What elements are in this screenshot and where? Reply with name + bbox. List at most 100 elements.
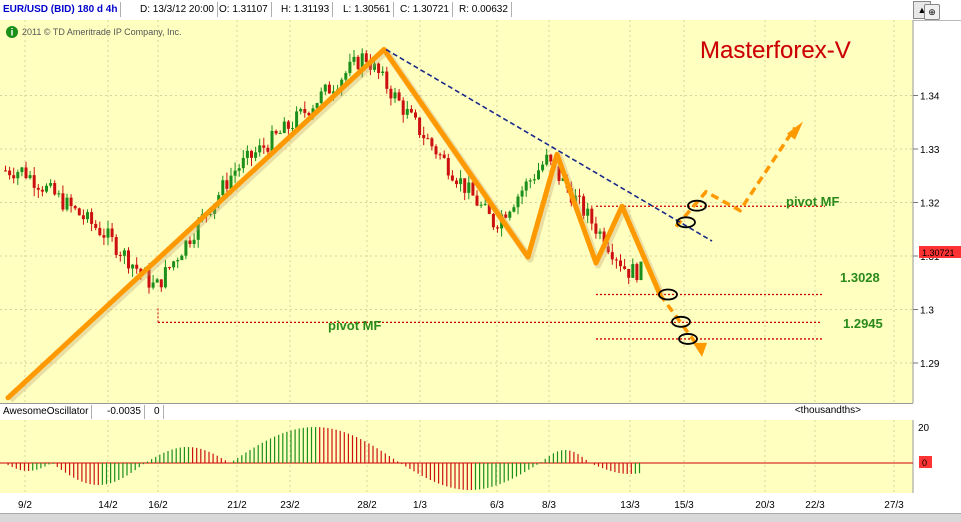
price-chart[interactable]: 1.341.331.321.311.31.29 i 2011 © TD Amer…: [0, 20, 961, 403]
candle-body: [491, 213, 495, 228]
candle-body: [274, 130, 278, 134]
candle-body: [94, 223, 98, 228]
candle-body: [434, 146, 438, 155]
candle-body: [405, 108, 409, 115]
candle-body: [258, 145, 262, 153]
candle-body: [28, 175, 32, 179]
price-badge-text: 1.30721: [922, 248, 955, 258]
candle-body: [45, 185, 48, 192]
candle-body: [147, 269, 151, 288]
candle-body: [233, 170, 237, 176]
projection-down-arrowhead: [693, 342, 707, 357]
candle-body: [237, 168, 241, 171]
candle-body: [360, 53, 364, 70]
candle-body: [578, 195, 581, 197]
candle-body: [586, 208, 590, 216]
candle-body: [262, 145, 266, 148]
candle-body: [270, 130, 274, 152]
candle-body: [389, 88, 393, 99]
y-tick-label: 1.33: [920, 145, 940, 156]
candle-body: [496, 227, 499, 229]
candle-body: [524, 181, 528, 191]
candle-body: [319, 91, 323, 104]
oscillator-extra: 0: [151, 405, 164, 419]
candle-body: [619, 260, 622, 267]
candle-body: [467, 182, 471, 193]
candle-body: [430, 138, 434, 147]
x-tick-label: 23/2: [280, 500, 300, 511]
candle-body: [422, 135, 426, 139]
candle-body: [135, 264, 139, 269]
candle-body: [348, 61, 352, 74]
candle-body: [180, 255, 184, 261]
zigzag-overlay: [5, 46, 803, 403]
candle-body: [442, 154, 446, 158]
candle-body: [327, 84, 331, 94]
candle-body: [209, 213, 212, 215]
candle-body: [73, 206, 77, 209]
candle-body: [635, 264, 639, 281]
candle-body: [610, 252, 614, 260]
candle-body: [557, 166, 561, 181]
x-tick-label: 8/3: [542, 500, 556, 511]
candle-body: [512, 207, 516, 212]
low-readout: L: 1.30561: [340, 2, 395, 17]
candle-body: [53, 183, 57, 195]
horizontal-scrollbar[interactable]: [0, 513, 961, 522]
x-tick-label: 6/3: [490, 500, 504, 511]
candle-body: [393, 92, 397, 99]
trendline-dashed: [385, 48, 713, 242]
candle-body: [49, 183, 53, 186]
candle-body: [4, 170, 7, 172]
pivot-marker-ellipse: [678, 333, 698, 345]
symbol-label[interactable]: EUR/USD (BID) 180 d 4h: [0, 2, 122, 17]
candle-body: [77, 208, 81, 216]
candle-body: [221, 180, 225, 196]
candle-body: [69, 197, 73, 207]
x-tick-label: 1/3: [413, 500, 427, 511]
pivot-marker-ellipse: [671, 315, 691, 328]
candle-body: [504, 214, 508, 218]
candle-body: [356, 56, 360, 70]
candle-body: [520, 190, 524, 197]
zigzag-line: [5, 46, 663, 401]
candle-body: [184, 240, 188, 256]
x-tick-label: 15/3: [674, 500, 694, 511]
chart-header-bar: EUR/USD (BID) 180 d 4h D: 13/3/12 20:00 …: [0, 0, 961, 21]
time-axis: 9/2 14/2 16/2 21/2 23/2 28/2 1/3 6/3 8/3 13/3 15/3…: [0, 493, 961, 513]
price-badge: [919, 246, 961, 258]
candle-body: [36, 187, 40, 190]
candle-body: [368, 62, 372, 70]
candle-body: [245, 150, 249, 158]
x-tick-label: 28/2: [357, 500, 377, 511]
pivot-lines: [157, 205, 825, 340]
candle-body: [32, 175, 36, 188]
candle-body: [188, 240, 192, 245]
candle-body: [61, 193, 65, 210]
x-tick-label: 9/2: [18, 500, 32, 511]
candle-body: [397, 92, 401, 101]
candle-body: [172, 261, 176, 268]
candle-body: [159, 279, 163, 288]
candle-body: [598, 231, 602, 234]
candle-body: [459, 178, 463, 185]
candle-body: [250, 150, 253, 158]
zoom-icon[interactable]: ⊕: [924, 4, 940, 20]
high-readout: H: 1.31193: [278, 2, 334, 17]
candle-body: [549, 154, 553, 162]
candle-body: [532, 179, 536, 181]
projection-up-arrowhead: [787, 121, 803, 140]
candle-body: [254, 152, 258, 158]
candle-body: [16, 172, 20, 179]
candle-body: [332, 91, 335, 94]
candle-body: [541, 164, 545, 171]
candle-body: [631, 264, 635, 278]
oscillator-name[interactable]: AwesomeOscillator: [0, 405, 93, 419]
candle-body: [475, 195, 479, 206]
pivot-upper-label: pivot MF: [786, 194, 839, 209]
candle-body: [381, 71, 385, 73]
x-tick-label: 14/2: [98, 500, 118, 511]
info-icon[interactable]: [6, 26, 18, 38]
x-tick-label: 20/3: [755, 500, 775, 511]
oscillator-chart[interactable]: 20 0: [0, 420, 961, 493]
